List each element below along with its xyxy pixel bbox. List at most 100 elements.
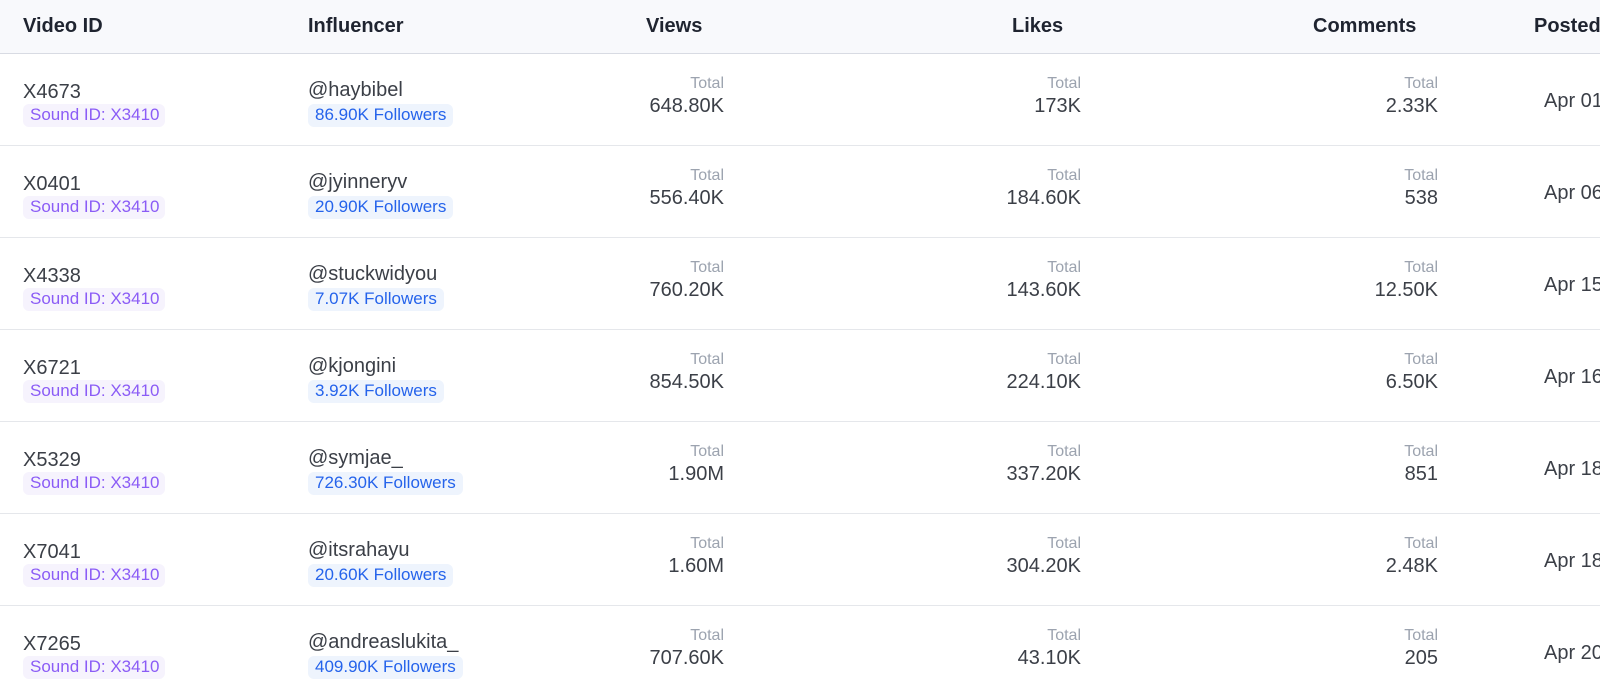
sound-id-badge: Sound ID: X3410 [23,656,166,679]
comments-total-label: Total [1404,351,1438,368]
views-value: 648.80K [649,95,724,117]
likes-cell: Total 224.10K [881,350,1081,394]
comments-value: 2.48K [1385,555,1438,577]
influencer-handle[interactable]: @jyinneryv [308,171,408,193]
comments-cell: Total 6.50K [1238,350,1438,394]
video-id: X6721 [23,357,81,379]
posted-date: Apr 16 [1544,366,1600,388]
comments-total-label: Total [1404,535,1438,552]
comments-cell: Total 538 [1238,166,1438,210]
influencer-handle[interactable]: @andreaslukita_ [308,631,459,653]
sound-id-badge: Sound ID: X3410 [23,380,166,403]
followers-badge: 86.90K Followers [308,104,454,127]
column-header-influencer[interactable]: Influencer [308,15,404,37]
views-cell: Total 707.60K [524,626,724,670]
followers-badge: 726.30K Followers [308,472,463,495]
table-row[interactable]: X6721 Sound ID: X3410 @kjongini 3.92K Fo… [0,330,1600,422]
column-header-views[interactable]: Views [646,15,703,37]
views-value: 1.60M [668,555,724,577]
table-row[interactable]: X5329 Sound ID: X3410 @symjae_ 726.30K F… [0,422,1600,514]
likes-cell: Total 143.60K [881,258,1081,302]
table-row[interactable]: X7041 Sound ID: X3410 @itsrahayu 20.60K … [0,514,1600,606]
likes-cell: Total 43.10K [881,626,1081,670]
video-id: X7265 [23,633,81,655]
comments-total-label: Total [1404,167,1438,184]
views-cell: Total 760.20K [524,258,724,302]
comments-value: 2.33K [1385,95,1438,117]
table-row[interactable]: X7265 Sound ID: X3410 @andreaslukita_ 40… [0,606,1600,695]
views-value: 707.60K [649,647,724,669]
views-cell: Total 556.40K [524,166,724,210]
views-cell: Total 854.50K [524,350,724,394]
column-header-video-id[interactable]: Video ID [23,15,103,37]
likes-total-label: Total [1047,259,1081,276]
comments-total-label: Total [1404,443,1438,460]
influencer-handle[interactable]: @kjongini [308,355,397,377]
likes-cell: Total 337.20K [881,442,1081,486]
likes-total-label: Total [1047,535,1081,552]
likes-value: 43.10K [1017,647,1081,669]
sound-id-badge: Sound ID: X3410 [23,196,166,219]
likes-total-label: Total [1047,75,1081,92]
influencer-handle[interactable]: @stuckwidyou [308,263,438,285]
views-cell: Total 648.80K [524,74,724,118]
table-row[interactable]: X4338 Sound ID: X3410 @stuckwidyou 7.07K… [0,238,1600,330]
likes-value: 224.10K [1006,371,1081,393]
posted-date: Apr 18 [1544,458,1600,480]
video-id: X4338 [23,265,81,287]
followers-badge: 20.60K Followers [308,564,454,587]
likes-value: 143.60K [1006,279,1081,301]
comments-value: 538 [1404,187,1438,209]
comments-value: 12.50K [1374,279,1438,301]
influencer-handle[interactable]: @symjae_ [308,447,403,469]
views-total-label: Total [690,167,724,184]
influencer-handle[interactable]: @haybibel [308,79,403,101]
views-cell: Total 1.60M [524,534,724,578]
comments-value: 6.50K [1385,371,1438,393]
views-total-label: Total [690,627,724,644]
comments-value: 851 [1404,463,1438,485]
likes-value: 304.20K [1006,555,1081,577]
comments-cell: Total 12.50K [1238,258,1438,302]
video-id: X7041 [23,541,81,563]
column-header-posted[interactable]: Posted [1534,15,1600,37]
table-row[interactable]: X0401 Sound ID: X3410 @jyinneryv 20.90K … [0,146,1600,238]
posted-date: Apr 20 [1544,642,1600,664]
video-id: X4673 [23,81,81,103]
followers-badge: 409.90K Followers [308,656,463,679]
followers-badge: 7.07K Followers [308,288,444,311]
likes-cell: Total 304.20K [881,534,1081,578]
comments-total-label: Total [1404,627,1438,644]
influencer-handle[interactable]: @itsrahayu [308,539,410,561]
views-total-label: Total [690,351,724,368]
views-total-label: Total [690,535,724,552]
column-header-likes[interactable]: Likes [1012,15,1064,37]
posted-date: Apr 01 [1544,90,1600,112]
table-header: Video ID Influencer Views Likes Comments… [0,0,1600,54]
likes-value: 184.60K [1006,187,1081,209]
followers-badge: 3.92K Followers [308,380,444,403]
views-value: 556.40K [649,187,724,209]
likes-total-label: Total [1047,167,1081,184]
views-cell: Total 1.90M [524,442,724,486]
column-header-comments[interactable]: Comments [1313,15,1417,37]
likes-value: 173K [1034,95,1081,117]
views-value: 1.90M [668,463,724,485]
comments-total-label: Total [1404,75,1438,92]
comments-cell: Total 205 [1238,626,1438,670]
likes-value: 337.20K [1006,463,1081,485]
likes-cell: Total 173K [881,74,1081,118]
posted-date: Apr 18 [1544,550,1600,572]
sound-id-badge: Sound ID: X3410 [23,288,166,311]
views-value: 760.20K [649,279,724,301]
comments-value: 205 [1404,647,1438,669]
video-id: X0401 [23,173,81,195]
likes-total-label: Total [1047,351,1081,368]
likes-cell: Total 184.60K [881,166,1081,210]
comments-cell: Total 851 [1238,442,1438,486]
posted-date: Apr 15 [1544,274,1600,296]
views-value: 854.50K [649,371,724,393]
sound-id-badge: Sound ID: X3410 [23,472,166,495]
table-row[interactable]: X4673 Sound ID: X3410 @haybibel 86.90K F… [0,54,1600,146]
